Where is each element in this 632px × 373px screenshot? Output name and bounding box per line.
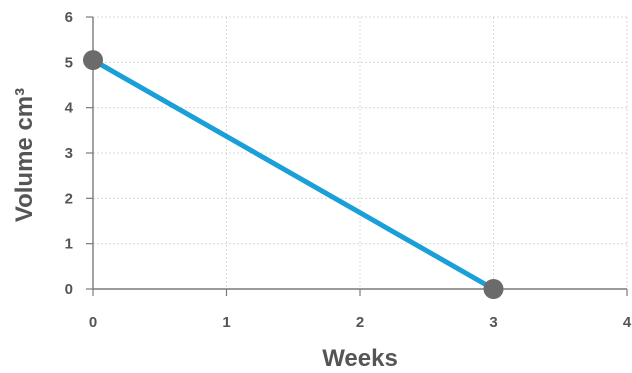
x-tick-label: 1 [222,314,230,331]
axes [86,16,628,296]
series-line [90,57,496,292]
y-tick-label: 0 [65,281,73,298]
data-point [83,50,103,71]
x-tick-label: 2 [356,314,364,331]
x-axis-title: Weeks [322,345,398,372]
grid [93,16,628,289]
y-tick-label: 1 [65,236,73,253]
y-tick-label: 4 [65,100,74,117]
y-tick-label: 2 [65,190,73,207]
series [83,50,504,299]
data-point [483,279,504,299]
x-tick-label: 3 [489,314,497,331]
y-tick-label: 3 [65,145,73,162]
y-tick-labels: 0 1 2 3 4 5 6 [65,9,74,298]
x-tick-labels: 0 1 2 3 4 [89,314,632,331]
y-axis-title: Volume cm³ [11,88,38,222]
y-tick-label: 6 [65,9,73,26]
x-tick-label: 0 [89,314,97,331]
y-tick-label: 5 [65,54,73,71]
x-tick-label: 4 [623,314,632,331]
